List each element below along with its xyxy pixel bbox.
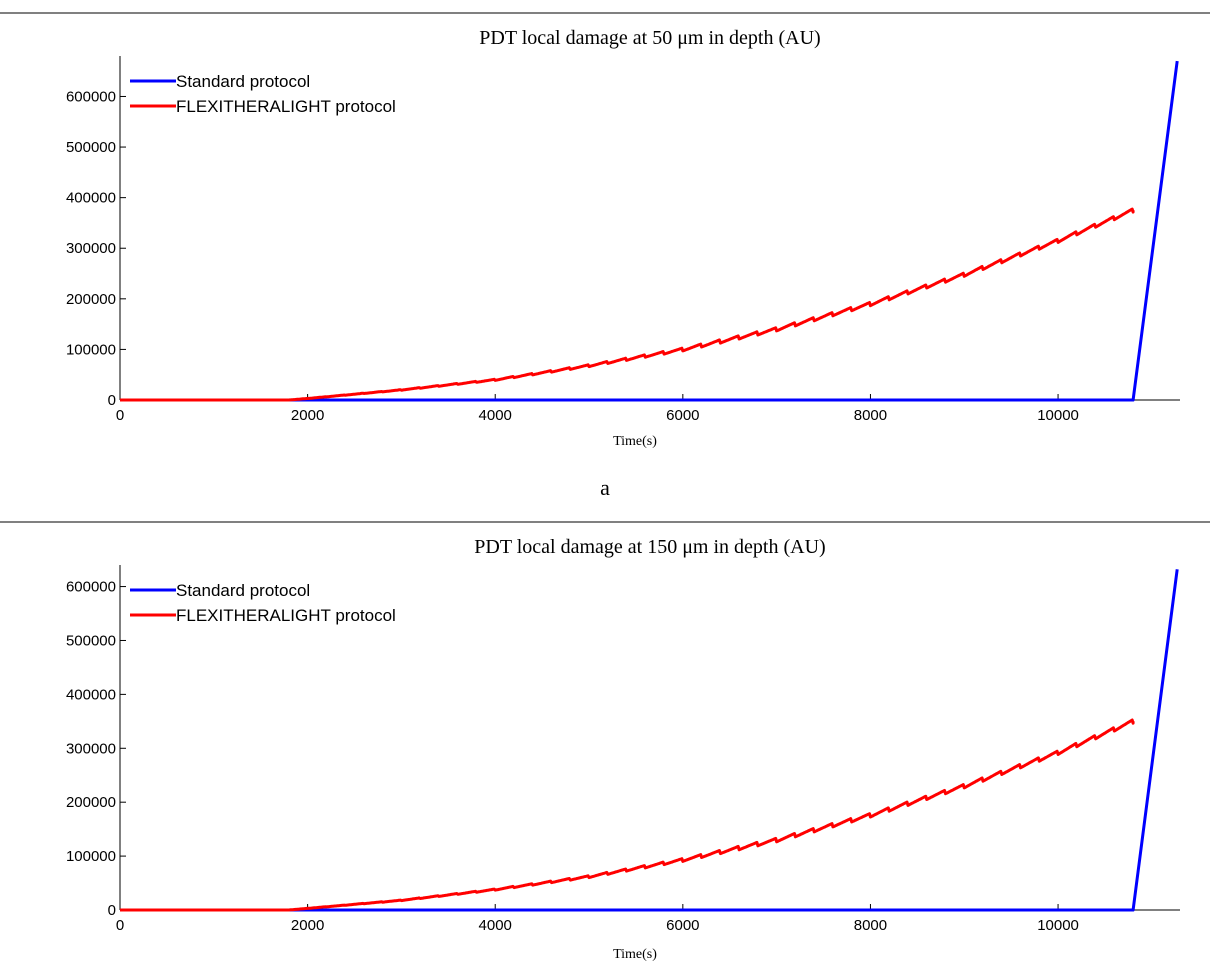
x-tick-label: 4000 bbox=[479, 407, 512, 424]
series-line-standard-protocol bbox=[120, 60, 1179, 402]
x-tick-label: 0 bbox=[116, 407, 124, 424]
x-tick-label: 2000 bbox=[291, 917, 324, 934]
x-tick-label: 2000 bbox=[291, 407, 324, 424]
y-tick-label: 200000 bbox=[66, 291, 116, 308]
x-tick-label: 10000 bbox=[1037, 407, 1079, 424]
series-line-flexitheralight-protocol bbox=[119, 207, 1135, 402]
chart-title: PDT local damage at 50 μm in depth (AU) bbox=[479, 27, 820, 49]
x-tick-label: 10000 bbox=[1037, 917, 1079, 934]
x-tick-label: 8000 bbox=[854, 917, 887, 934]
y-tick-label: 0 bbox=[108, 392, 116, 409]
y-tick-label: 100000 bbox=[66, 848, 116, 865]
legend-entry: Standard protocol bbox=[176, 72, 310, 91]
x-tick-label: 6000 bbox=[666, 917, 699, 934]
legend-entry: Standard protocol bbox=[176, 581, 310, 600]
series-line-standard-protocol bbox=[120, 569, 1179, 912]
y-tick-label: 300000 bbox=[66, 240, 116, 257]
x-tick-label: 0 bbox=[116, 917, 124, 934]
chart-title: PDT local damage at 150 μm in depth (AU) bbox=[474, 536, 825, 558]
y-tick-label: 200000 bbox=[66, 794, 116, 811]
y-tick-label: 400000 bbox=[66, 686, 116, 703]
x-axis-label: Time(s) bbox=[613, 947, 657, 962]
y-tick-label: 600000 bbox=[66, 579, 116, 596]
legend-entry: FLEXITHERALIGHT protocol bbox=[176, 606, 396, 625]
series-line-flexitheralight-protocol bbox=[119, 718, 1135, 912]
chart-panel-50um: PDT local damage at 50 μm in depth (AU) … bbox=[66, 27, 1180, 500]
y-tick-label: 400000 bbox=[66, 190, 116, 207]
chart-panel-150um: PDT local damage at 150 μm in depth (AU)… bbox=[66, 536, 1180, 962]
y-tick-label: 0 bbox=[108, 902, 116, 919]
x-tick-label: 8000 bbox=[854, 407, 887, 424]
y-tick-label: 600000 bbox=[66, 88, 116, 105]
panel-label: a bbox=[600, 475, 610, 500]
y-tick-label: 500000 bbox=[66, 632, 116, 649]
y-tick-label: 300000 bbox=[66, 740, 116, 757]
legend-entry: FLEXITHERALIGHT protocol bbox=[176, 97, 396, 116]
x-tick-label: 4000 bbox=[479, 917, 512, 934]
y-tick-label: 500000 bbox=[66, 139, 116, 156]
x-axis-label: Time(s) bbox=[613, 434, 657, 449]
x-tick-label: 6000 bbox=[666, 407, 699, 424]
y-tick-label: 100000 bbox=[66, 341, 116, 358]
